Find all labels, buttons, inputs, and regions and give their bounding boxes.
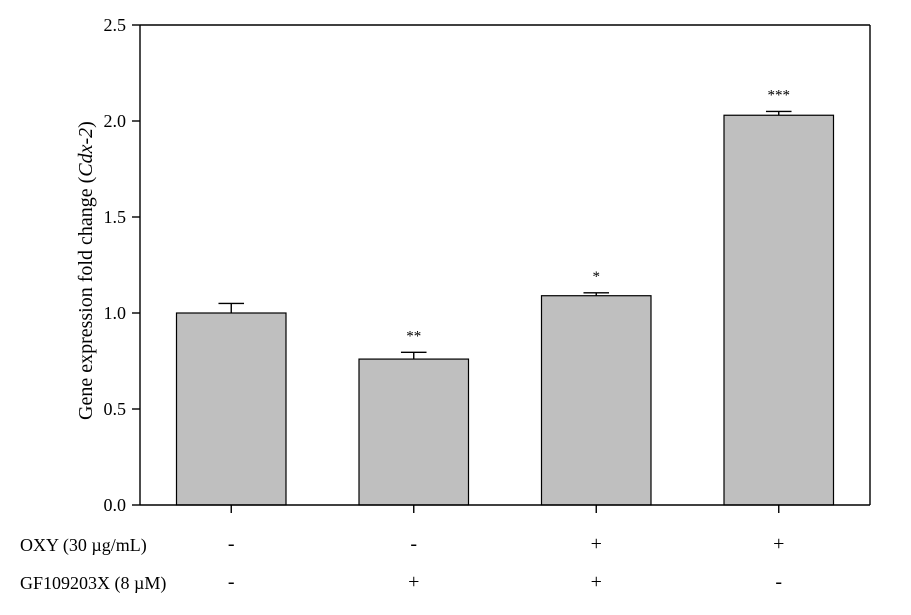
significance-label: *** bbox=[768, 87, 791, 103]
treatment-cell: - bbox=[764, 571, 794, 594]
y-tick-label: 1.5 bbox=[104, 207, 127, 227]
significance-label: ** bbox=[406, 328, 421, 344]
significance-label: * bbox=[593, 269, 601, 285]
treatment-cell: - bbox=[216, 571, 246, 594]
treatment-cell: + bbox=[399, 571, 429, 594]
y-tick-label: 2.5 bbox=[104, 15, 127, 35]
chart-svg: 0.00.51.01.52.02.5****** bbox=[0, 0, 911, 520]
y-tick-label: 0.0 bbox=[104, 495, 127, 515]
y-axis-label: Gene expression fold change (Cdx-2) bbox=[75, 121, 98, 420]
bar bbox=[177, 313, 287, 505]
bar bbox=[542, 296, 652, 505]
figure: Gene expression fold change (Cdx-2) 0.0 0… bbox=[0, 0, 911, 615]
y-tick-label: 2.0 bbox=[104, 111, 127, 131]
y-tick-label: 0.5 bbox=[104, 399, 127, 419]
y-tick-label: 1.0 bbox=[104, 303, 127, 323]
bar bbox=[359, 359, 469, 505]
treatment-cell: + bbox=[581, 571, 611, 594]
treatment-cell: - bbox=[216, 533, 246, 556]
treatment-cell: - bbox=[399, 533, 429, 556]
treatment-cell: + bbox=[581, 533, 611, 556]
treatment-row-label: GF109203X (8 µM) bbox=[20, 573, 132, 594]
treatment-row-label: OXY (30 µg/mL) bbox=[20, 535, 132, 556]
bar bbox=[724, 115, 834, 505]
treatment-cell: + bbox=[764, 533, 794, 556]
